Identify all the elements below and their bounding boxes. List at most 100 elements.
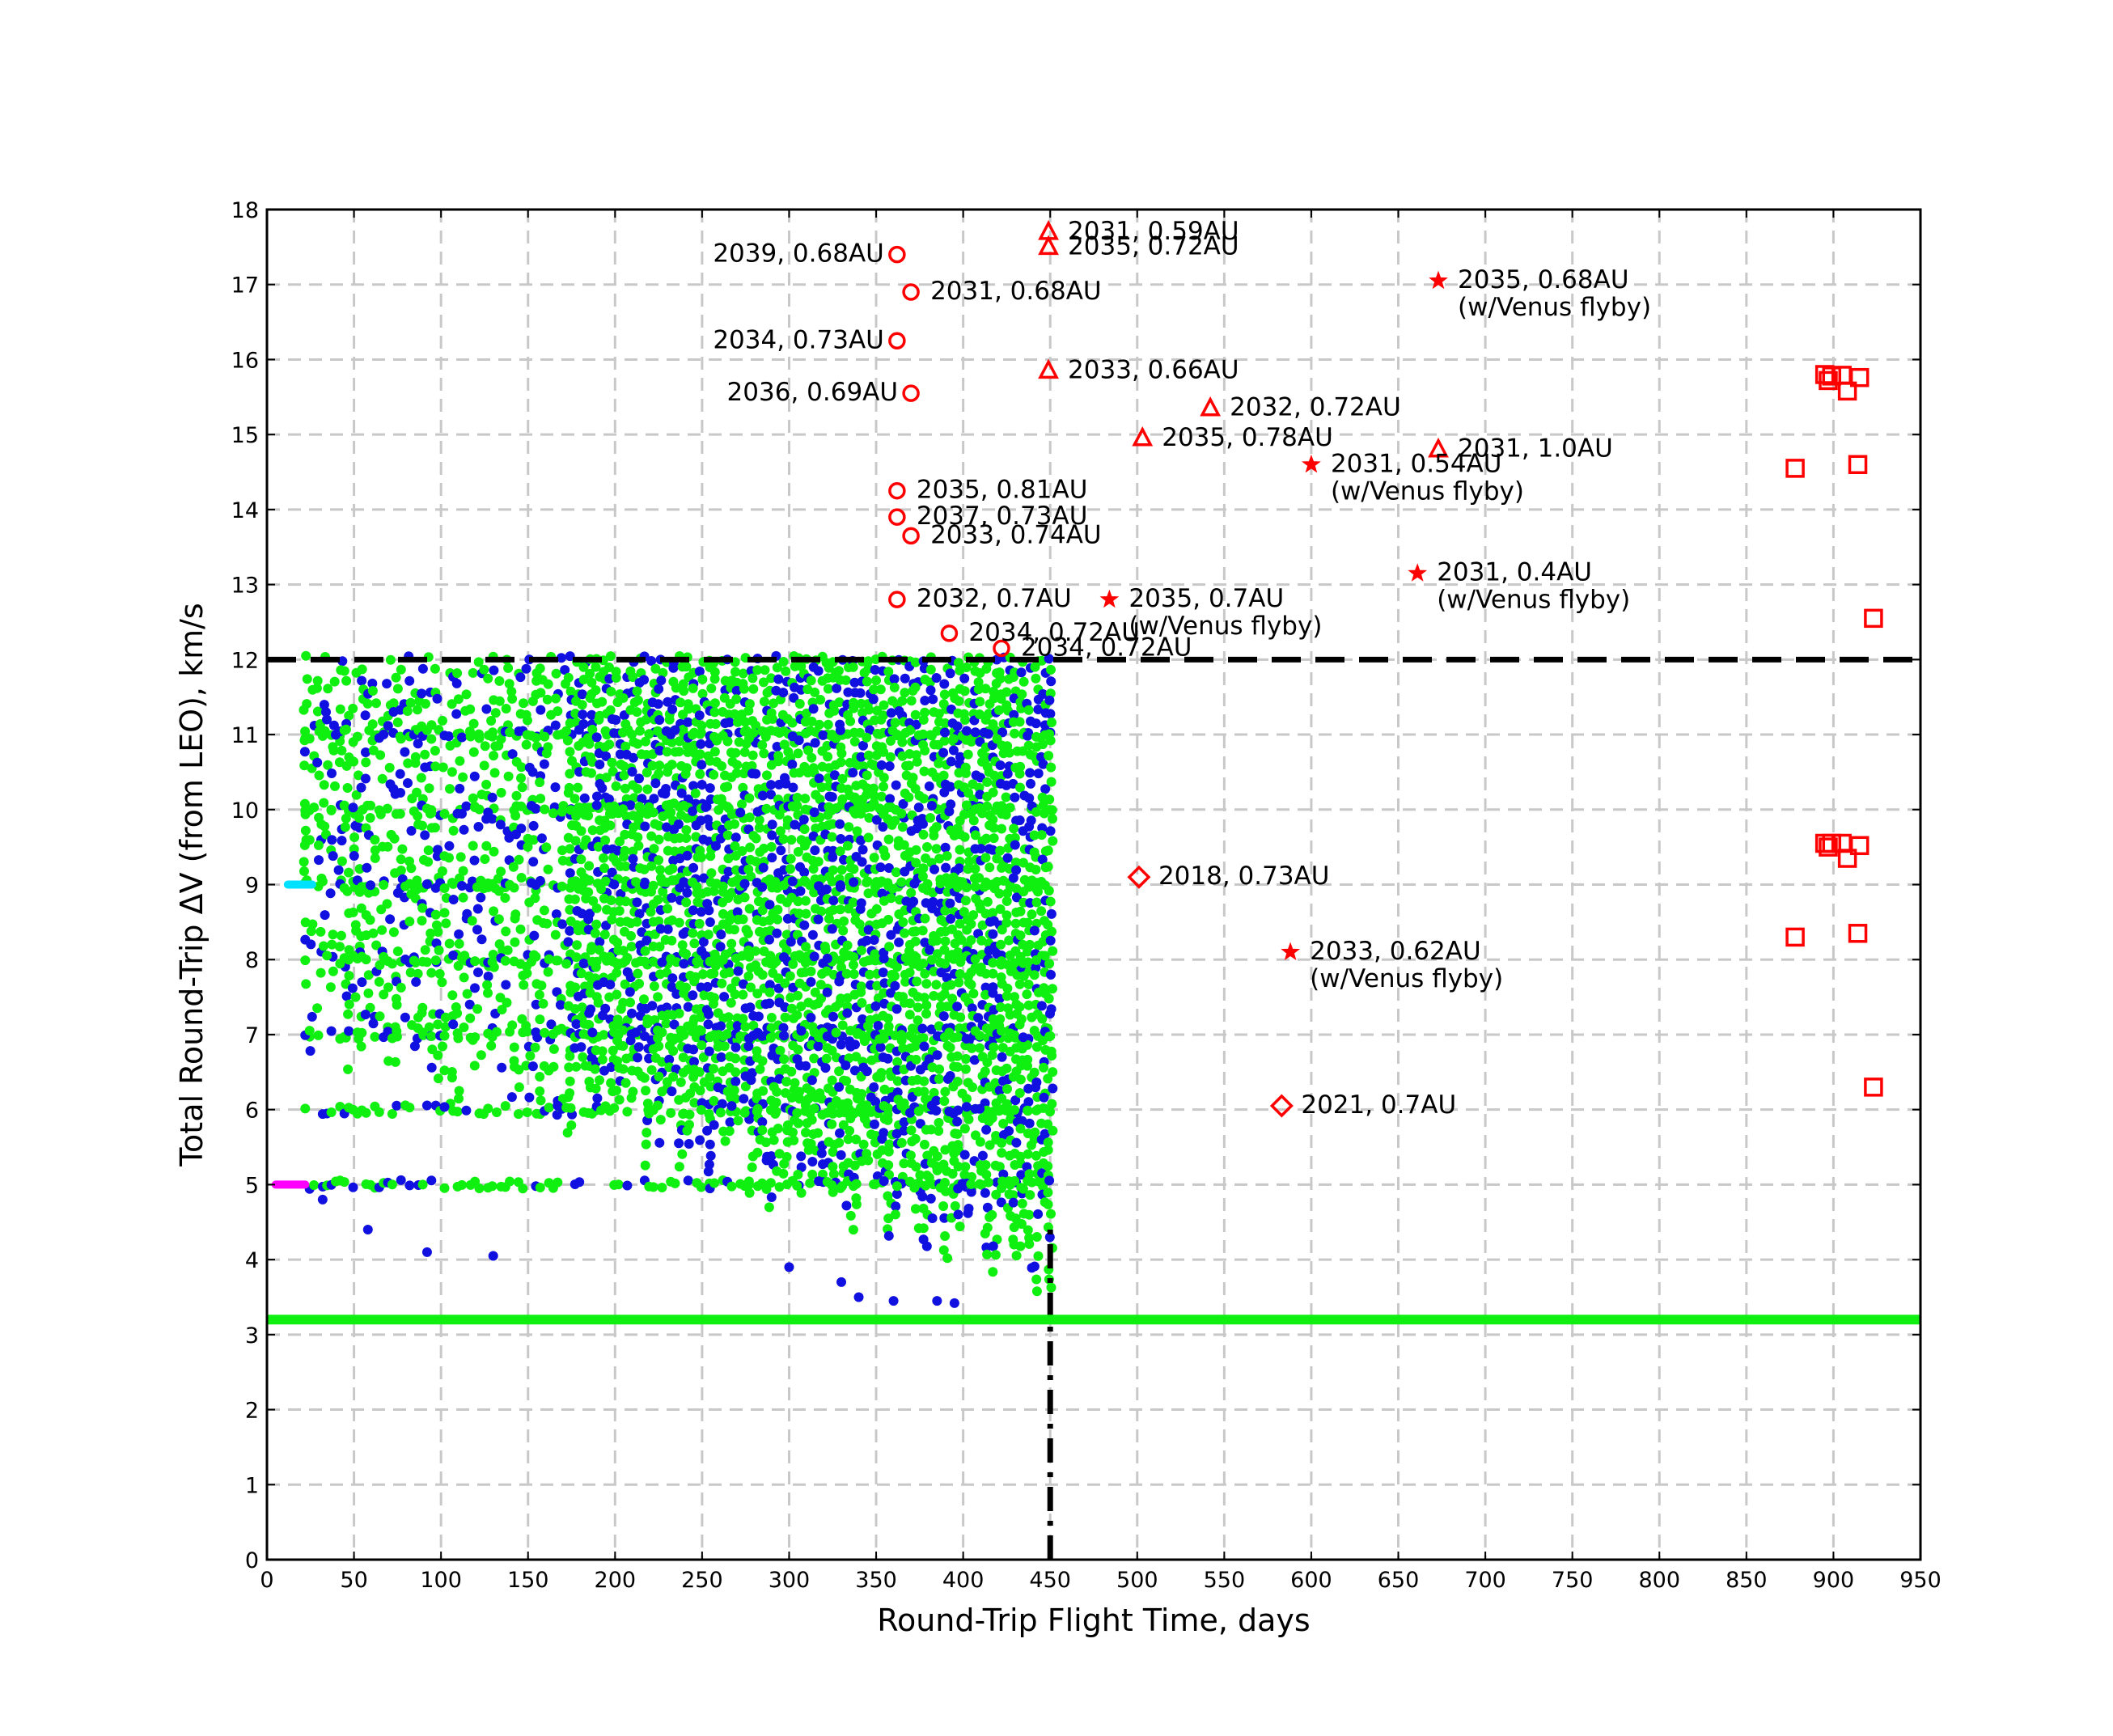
scatter-point [688,806,698,816]
scatter-point [836,748,847,759]
scatter-point [980,714,991,725]
scatter-point [314,855,324,866]
scatter-point [769,698,779,709]
scatter-point [578,662,589,672]
scatter-point [996,693,1006,704]
scatter-point [714,805,724,815]
scatter-point [578,675,589,684]
scatter-point [863,832,874,843]
x-axis-label: Round-Trip Flight Time, days [877,1603,1310,1638]
scatter-point [857,1108,867,1118]
annotation-label: 2033, 0.74AU [930,520,1102,549]
scatter-point [597,1054,608,1065]
scatter-point [697,1040,707,1051]
scatter-point [1009,824,1019,834]
scatter-point [483,807,493,818]
scatter-point [579,793,590,803]
scatter-point [322,951,332,961]
scatter-point [314,770,324,781]
annotation-label: 2032, 0.7AU [917,584,1072,613]
scatter-point-outlier [949,1298,959,1308]
scatter-point [827,1102,837,1112]
x-tick-label: 250 [681,1568,723,1593]
scatter-point [827,1119,837,1129]
scatter-point [944,807,955,817]
scatter-point [731,768,742,778]
scatter-point [508,862,519,872]
scatter-point [810,845,820,856]
scatter-point [921,1000,932,1010]
scatter-point [827,1075,837,1086]
scatter-point-outlier [784,1262,794,1272]
scatter-point [988,787,998,798]
scatter-point [323,760,333,770]
scatter-point [674,1138,684,1149]
scatter-point [1017,1116,1027,1126]
y-tick-label: 1 [245,1473,259,1498]
scatter-point [747,1162,757,1172]
scatter-point [743,928,753,938]
scatter-point [994,888,1005,899]
scatter-point [417,1027,428,1038]
scatter-point [543,967,553,977]
scatter-point [900,928,910,938]
scatter-point [327,768,337,778]
circle-marker [902,283,920,301]
scatter-point [458,866,468,876]
scatter-point [451,709,462,719]
scatter-point [911,926,921,937]
scatter-point [387,1109,397,1119]
scatter-point [544,954,554,964]
scatter-point [339,725,349,735]
scatter-point [738,914,748,925]
scatter-point [305,1046,315,1056]
scatter-point [855,688,866,698]
scatter-point [997,824,1007,834]
scatter-point [649,844,659,854]
scatter-point [510,913,520,924]
scatter-point [600,876,611,887]
scatter-point [336,930,346,941]
scatter-point [413,968,423,979]
scatter-point [705,1150,716,1161]
scatter-point [468,667,478,678]
scatter-point [981,833,992,844]
scatter-point [778,834,789,845]
scatter-point [536,980,547,991]
scatter-point [849,703,859,713]
scatter-point [584,861,595,871]
scatter-point [827,924,837,934]
scatter-point [709,1178,719,1188]
scatter-point [988,908,998,918]
scatter-point [1016,1219,1027,1229]
scatter-point [641,736,650,747]
scatter-point [863,656,874,667]
scatter-point [1031,1082,1041,1093]
scatter-point [737,799,747,810]
scatter-point [717,978,727,989]
scatter-point [695,768,705,779]
scatter-point [577,689,587,700]
scatter-point [940,1231,951,1241]
scatter-point [468,793,478,803]
scatter-point [1044,654,1054,664]
y-axis-label: Total Round-Trip ΔV (from LEO), km/s [174,603,210,1167]
scatter-point [696,852,706,862]
scatter-point [646,831,657,841]
scatter-point [1023,980,1034,989]
scatter-point [487,792,498,802]
scatter-point [642,768,652,777]
scatter-point [730,1053,740,1064]
scatter-point [417,663,428,674]
scatter-point [764,900,775,910]
scatter-point [793,748,803,759]
scatter-point [844,822,854,832]
scatter-point [1023,730,1033,741]
scatter-point [383,721,393,731]
scatter-point [858,740,868,751]
scatter-point [578,878,589,888]
scatter-point [457,808,467,819]
scatter-point [1005,951,1015,960]
scatter-point [980,1066,990,1077]
scatter-point [409,806,419,816]
